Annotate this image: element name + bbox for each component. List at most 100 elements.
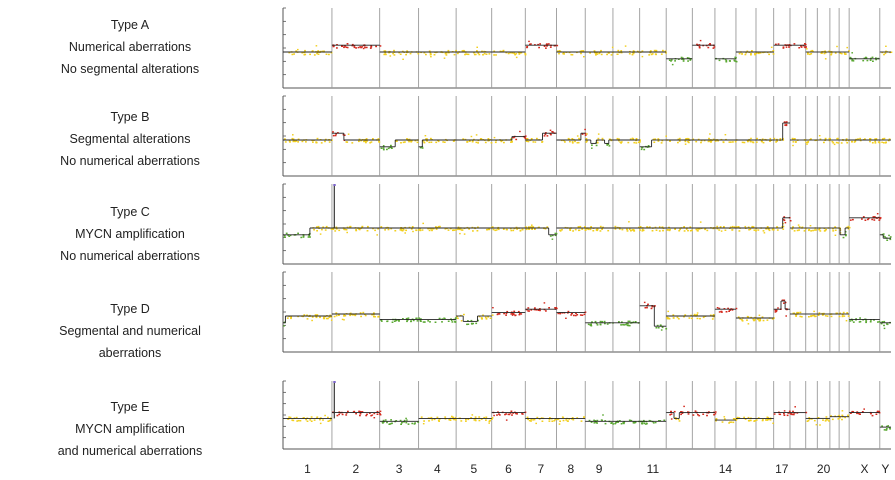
data-point xyxy=(574,228,577,231)
data-point xyxy=(338,314,340,316)
data-point xyxy=(755,227,758,230)
data-point xyxy=(366,230,369,232)
data-point xyxy=(409,140,411,142)
outlier-point xyxy=(841,410,844,412)
data-point xyxy=(315,316,318,319)
outlier-point xyxy=(347,133,350,135)
data-point xyxy=(579,50,582,53)
data-point xyxy=(729,421,731,423)
data-point xyxy=(321,50,324,53)
data-point xyxy=(821,52,823,54)
data-point xyxy=(527,418,529,421)
data-point xyxy=(562,419,565,422)
data-point xyxy=(582,50,585,52)
data-point xyxy=(525,140,528,142)
data-point xyxy=(884,236,886,238)
data-point xyxy=(642,419,645,422)
data-point xyxy=(510,141,512,143)
data-point xyxy=(589,323,592,326)
data-point xyxy=(692,414,695,416)
outlier-point xyxy=(883,327,886,330)
data-point xyxy=(377,315,380,318)
data-point xyxy=(810,53,813,55)
data-point xyxy=(512,313,514,315)
outlier-point xyxy=(402,58,404,60)
data-point xyxy=(878,219,881,221)
data-point xyxy=(737,226,740,228)
outlier-point xyxy=(606,144,608,146)
data-point xyxy=(284,141,287,143)
data-point xyxy=(791,228,794,230)
data-point xyxy=(544,228,547,230)
data-point xyxy=(862,216,865,218)
outlier-point xyxy=(665,135,667,137)
data-point xyxy=(867,217,870,220)
data-point xyxy=(505,51,508,54)
outlier-point xyxy=(784,301,787,304)
data-point xyxy=(345,414,348,416)
outlier-point xyxy=(643,301,646,304)
data-point xyxy=(415,229,417,231)
data-point xyxy=(641,228,644,231)
data-point xyxy=(818,228,821,230)
data-point xyxy=(628,228,631,231)
data-point xyxy=(774,311,777,313)
data-point xyxy=(834,52,837,54)
panel-label-line: No segmental alterations xyxy=(60,62,200,76)
data-point xyxy=(584,311,587,313)
data-point xyxy=(405,421,408,424)
outlier-point xyxy=(515,56,518,59)
data-point xyxy=(312,141,314,143)
data-point xyxy=(555,307,557,309)
data-point xyxy=(538,46,540,49)
data-point xyxy=(364,46,366,49)
data-point xyxy=(498,414,501,416)
data-point xyxy=(783,412,785,415)
data-point xyxy=(467,53,470,56)
data-point xyxy=(627,320,630,323)
data-point xyxy=(359,413,362,415)
outlier-point xyxy=(806,143,808,145)
data-point xyxy=(636,50,639,53)
data-point xyxy=(545,43,548,45)
outlier-point xyxy=(641,55,644,58)
data-point xyxy=(755,419,758,421)
data-point xyxy=(335,312,338,314)
data-point xyxy=(746,319,748,321)
data-point xyxy=(687,60,689,62)
data-point xyxy=(886,425,888,428)
data-point xyxy=(530,43,532,45)
data-point xyxy=(423,321,426,323)
data-point xyxy=(748,229,750,231)
data-point xyxy=(562,52,565,55)
data-point xyxy=(365,138,368,140)
data-point xyxy=(527,226,530,228)
data-point xyxy=(393,320,396,322)
data-point xyxy=(594,320,597,323)
data-point xyxy=(662,49,664,52)
data-point xyxy=(775,141,777,143)
data-point xyxy=(315,315,318,318)
data-point xyxy=(578,137,580,140)
data-point xyxy=(516,228,518,230)
data-point xyxy=(696,229,699,232)
data-point xyxy=(554,307,556,309)
data-point xyxy=(686,137,689,140)
data-point xyxy=(708,411,710,413)
data-point xyxy=(678,230,681,232)
data-point xyxy=(393,54,396,56)
data-point xyxy=(289,416,292,419)
data-point xyxy=(411,226,414,228)
data-point xyxy=(874,140,877,143)
data-point xyxy=(477,142,479,144)
outlier-point xyxy=(735,60,737,63)
data-point xyxy=(406,138,408,140)
data-point xyxy=(313,54,316,56)
data-point xyxy=(357,46,360,49)
data-point xyxy=(473,52,475,54)
data-point xyxy=(490,418,493,420)
data-point xyxy=(320,142,323,144)
data-point xyxy=(777,43,780,45)
data-point xyxy=(596,142,599,144)
data-point xyxy=(332,228,335,230)
